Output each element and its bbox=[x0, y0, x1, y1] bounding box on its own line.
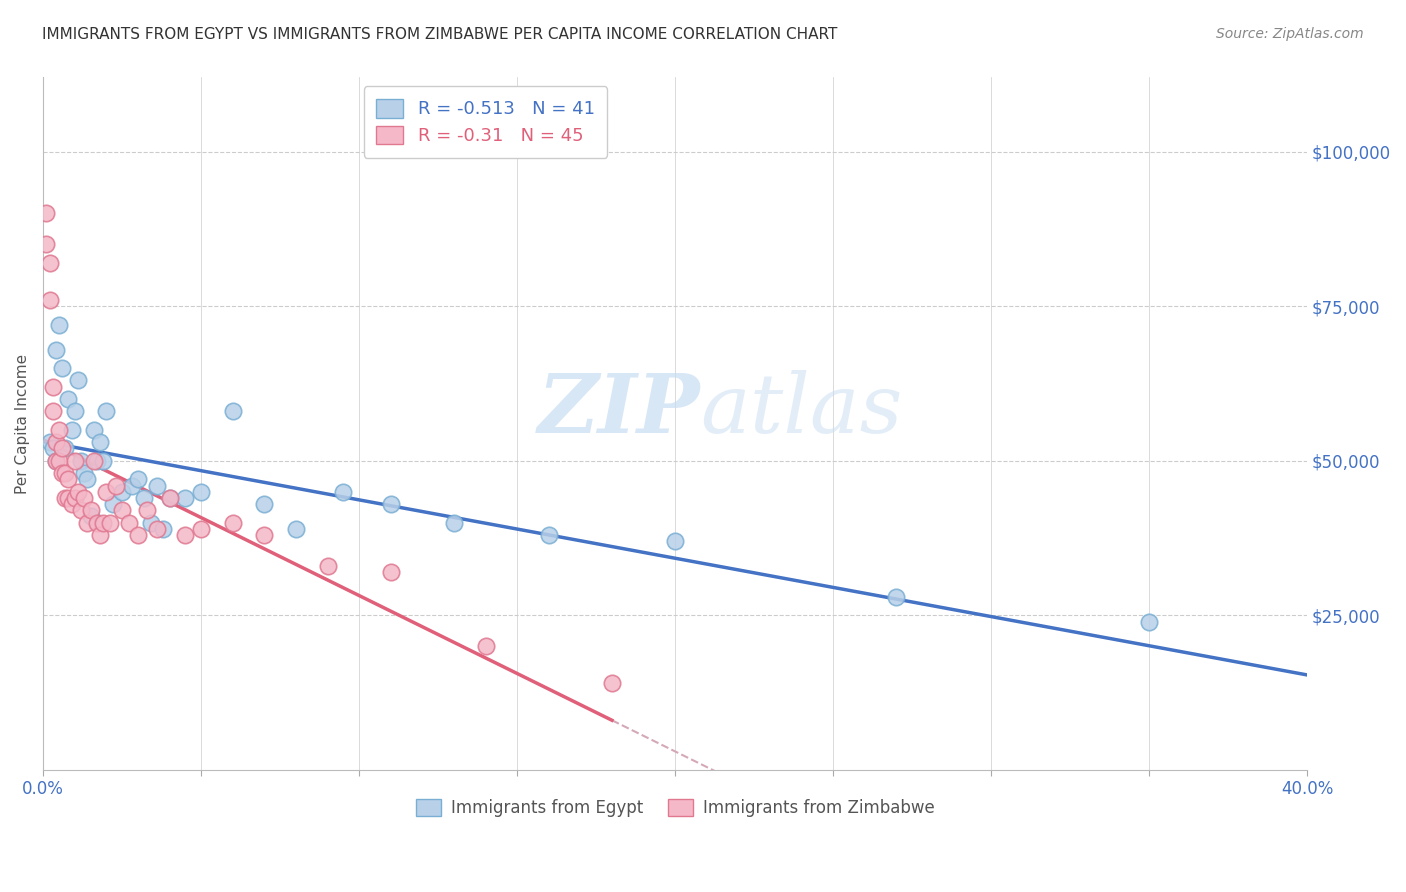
Point bbox=[139, 516, 162, 530]
Point bbox=[91, 516, 114, 530]
Point bbox=[190, 484, 212, 499]
Point bbox=[380, 497, 402, 511]
Point bbox=[600, 676, 623, 690]
Point bbox=[63, 491, 86, 505]
Point bbox=[38, 256, 60, 270]
Point bbox=[146, 478, 169, 492]
Point bbox=[136, 503, 159, 517]
Point bbox=[63, 404, 86, 418]
Point bbox=[222, 404, 245, 418]
Point bbox=[41, 404, 63, 418]
Point bbox=[159, 491, 181, 505]
Point bbox=[45, 454, 67, 468]
Point bbox=[66, 373, 89, 387]
Point bbox=[53, 442, 76, 456]
Point bbox=[222, 516, 245, 530]
Point bbox=[1137, 615, 1160, 629]
Point bbox=[380, 565, 402, 579]
Text: Source: ZipAtlas.com: Source: ZipAtlas.com bbox=[1216, 27, 1364, 41]
Point bbox=[127, 472, 149, 486]
Point bbox=[89, 435, 111, 450]
Point bbox=[127, 528, 149, 542]
Text: ZIP: ZIP bbox=[537, 370, 700, 450]
Text: atlas: atlas bbox=[700, 370, 903, 450]
Point bbox=[79, 509, 101, 524]
Point bbox=[60, 497, 83, 511]
Point bbox=[48, 318, 70, 332]
Point bbox=[111, 503, 134, 517]
Point bbox=[45, 343, 67, 357]
Text: IMMIGRANTS FROM EGYPT VS IMMIGRANTS FROM ZIMBABWE PER CAPITA INCOME CORRELATION : IMMIGRANTS FROM EGYPT VS IMMIGRANTS FROM… bbox=[42, 27, 838, 42]
Point bbox=[73, 466, 96, 480]
Point bbox=[48, 423, 70, 437]
Y-axis label: Per Capita Income: Per Capita Income bbox=[15, 353, 30, 494]
Point bbox=[63, 454, 86, 468]
Point bbox=[152, 522, 174, 536]
Point bbox=[45, 435, 67, 450]
Point bbox=[70, 454, 93, 468]
Point bbox=[884, 590, 907, 604]
Point bbox=[474, 640, 496, 654]
Point bbox=[253, 528, 276, 542]
Point bbox=[111, 484, 134, 499]
Point bbox=[35, 206, 58, 220]
Point bbox=[83, 454, 105, 468]
Point bbox=[146, 522, 169, 536]
Point bbox=[51, 466, 73, 480]
Point bbox=[38, 293, 60, 307]
Point bbox=[284, 522, 307, 536]
Legend: Immigrants from Egypt, Immigrants from Zimbabwe: Immigrants from Egypt, Immigrants from Z… bbox=[409, 792, 941, 824]
Point bbox=[70, 503, 93, 517]
Point bbox=[537, 528, 560, 542]
Point bbox=[86, 454, 108, 468]
Point bbox=[41, 379, 63, 393]
Point bbox=[104, 478, 127, 492]
Point bbox=[79, 503, 101, 517]
Point bbox=[664, 534, 686, 549]
Point bbox=[121, 478, 143, 492]
Point bbox=[66, 484, 89, 499]
Point bbox=[76, 516, 98, 530]
Point bbox=[159, 491, 181, 505]
Point bbox=[86, 516, 108, 530]
Point bbox=[174, 491, 197, 505]
Point bbox=[73, 491, 96, 505]
Point bbox=[76, 472, 98, 486]
Point bbox=[190, 522, 212, 536]
Point bbox=[53, 466, 76, 480]
Point bbox=[332, 484, 354, 499]
Point bbox=[96, 404, 118, 418]
Point bbox=[41, 442, 63, 456]
Point bbox=[91, 454, 114, 468]
Point bbox=[45, 454, 67, 468]
Point bbox=[58, 491, 80, 505]
Point bbox=[51, 442, 73, 456]
Point bbox=[101, 497, 124, 511]
Point bbox=[134, 491, 156, 505]
Point bbox=[58, 472, 80, 486]
Point bbox=[443, 516, 465, 530]
Point bbox=[83, 423, 105, 437]
Point bbox=[253, 497, 276, 511]
Point bbox=[48, 454, 70, 468]
Point bbox=[316, 558, 339, 573]
Point bbox=[117, 516, 139, 530]
Point bbox=[60, 423, 83, 437]
Point bbox=[89, 528, 111, 542]
Point bbox=[98, 516, 121, 530]
Point bbox=[53, 491, 76, 505]
Point bbox=[96, 484, 118, 499]
Point bbox=[174, 528, 197, 542]
Point bbox=[38, 435, 60, 450]
Point bbox=[35, 237, 58, 252]
Point bbox=[58, 392, 80, 406]
Point bbox=[51, 361, 73, 376]
